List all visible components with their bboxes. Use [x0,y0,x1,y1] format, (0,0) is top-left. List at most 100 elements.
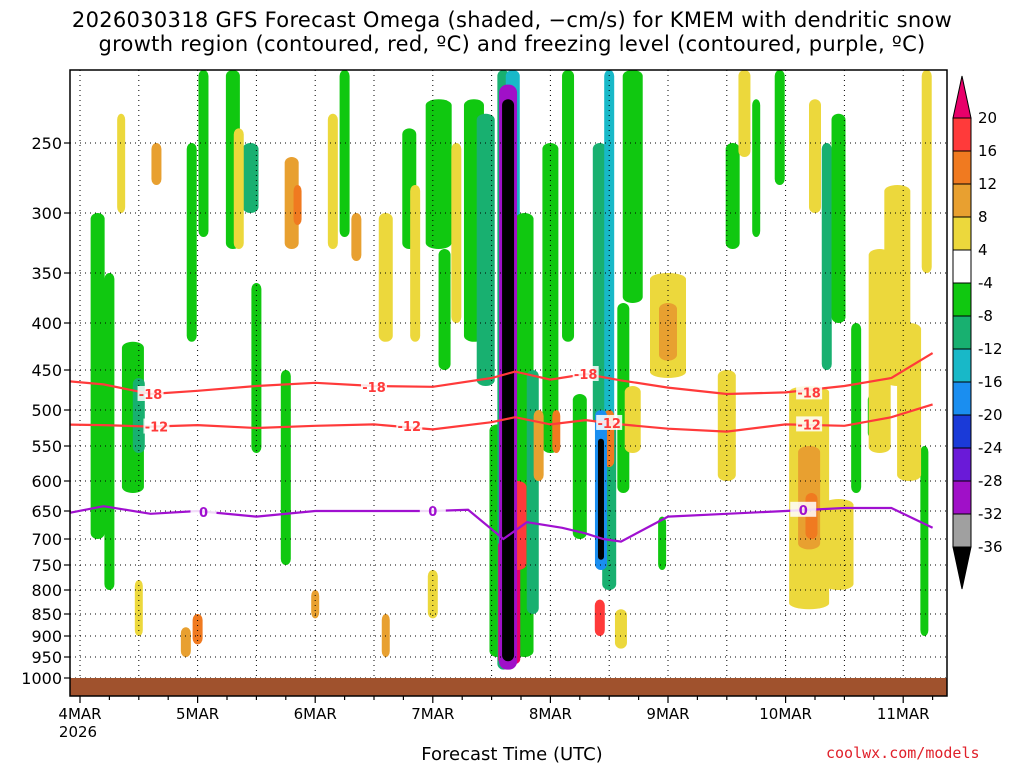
y-tick-label: 250 [31,134,62,153]
colorbar-segment [952,315,972,350]
omega-cell [410,185,421,342]
y-tick-label: 800 [31,581,62,600]
y-tick-label: 1000 [21,669,62,688]
colorbar-label: -12 [978,340,1003,358]
colorbar-segment [952,414,972,449]
contour-label-bg [796,384,823,400]
colorbar-segment [952,513,972,548]
omega-cell [752,99,761,237]
omega-cell [117,113,126,213]
contour-label-bg [596,414,623,430]
y-tick-label: 650 [31,502,62,521]
contour-label-bg [137,386,164,401]
contour-label-bg [796,416,823,432]
omega-cell [809,99,821,213]
y-tick-label: 500 [31,401,62,420]
contour-label: -18 [797,386,821,401]
contour-label-bg [572,366,599,381]
x-tick-label: 11MAR [877,705,930,723]
x-axis-title: Forecast Time (UTC) [421,744,603,765]
omega-cell [592,143,607,425]
omega-cell [351,213,362,261]
colorbar-segment [952,183,972,218]
x-tick-label: 5MAR [176,705,219,723]
credit-link[interactable]: coolwx.com/models [826,744,980,762]
contour-line--18 [70,352,934,396]
x-tick-label: 8MAR [529,705,572,723]
omega-cell [192,614,203,645]
omega-cell [526,370,539,614]
omega-cell [831,113,846,323]
contour-label: -12 [398,420,422,435]
omega-cell [920,446,929,636]
colorbar-segment [952,117,972,152]
contour-label: -12 [797,418,821,433]
omega-cell [542,143,559,453]
y-tick-label: 450 [31,361,62,380]
omega-cell [552,410,561,453]
colorbar-label: 16 [978,142,997,160]
colorbar-label: -32 [978,505,1003,523]
contour-label-bg [190,504,217,520]
colorbar-label: -8 [978,307,993,325]
omega-cell [198,70,209,237]
contour-label-bg [790,501,817,517]
omega-cell [327,113,338,249]
omega-cell [821,143,832,370]
ground-layer [70,678,947,696]
omega-cell [823,499,854,590]
y-axis: 250 300 350 400 450 500 550 600 650 700 750 800 850 9… [21,134,70,688]
colorbar-label: -28 [978,472,1003,490]
colorbar-segment [952,249,972,284]
omega-cell [427,570,438,619]
x-tick-label: 4MAR [58,705,101,723]
contour-label-bg [419,503,446,518]
omega-cell [533,410,544,481]
contour-label: 0 [799,504,808,519]
omega-cell [284,157,299,249]
y-tick-label: 900 [31,627,62,646]
omega-cell [378,213,393,342]
x-tick-label: 10MAR [759,705,812,723]
chart-title-line2: growth region (contoured, red, ºC) and f… [98,32,926,56]
y-tick-label: 400 [31,314,62,333]
omega-cell [738,70,751,157]
contour-label-bg [361,378,387,394]
omega-cell [438,249,451,370]
contour-label: 0 [199,506,208,521]
y-tick-label: 300 [31,204,62,223]
omega-shading-layer [90,70,932,670]
y-tick-label: 550 [31,437,62,456]
omega-cell [90,213,105,539]
y-tick-label: 600 [31,472,62,491]
x-axis: 4MAR 5MAR 6MAR 7MAR 8MAR 9MAR 10MAR 11MAR 2026 [58,696,934,741]
colorbar-label: -20 [978,406,1003,424]
omega-core-black [502,99,515,662]
omega-cell [622,70,643,303]
y-tick-label: 700 [31,530,62,549]
colorbar-segment [952,348,972,383]
omega-cell [233,128,244,249]
x-tick-label: 6MAR [294,705,337,723]
contour-line--12 [70,403,933,433]
colorbar-label: 4 [978,241,988,259]
colorbar-segment [952,447,972,482]
omega-cell [594,599,605,636]
omega-cell [293,185,302,225]
contour-label-bg [143,418,170,434]
contour-label: -18 [362,381,386,396]
omega-cell [451,143,462,323]
colorbar-segment [952,216,972,251]
omega-cell [572,394,587,539]
omega-cell [425,99,452,249]
omega-cell [659,303,677,361]
contour-label: -18 [139,388,163,403]
omega-cell [242,143,259,213]
omega-cell [339,70,350,237]
y-tick-label: 750 [31,556,62,575]
chart-title-line1: 2026030318 GFS Forecast Omega (shaded, −… [71,8,953,32]
omega-cell [851,323,862,493]
omega-cell [658,516,667,570]
colorbar-label: -16 [978,373,1003,391]
